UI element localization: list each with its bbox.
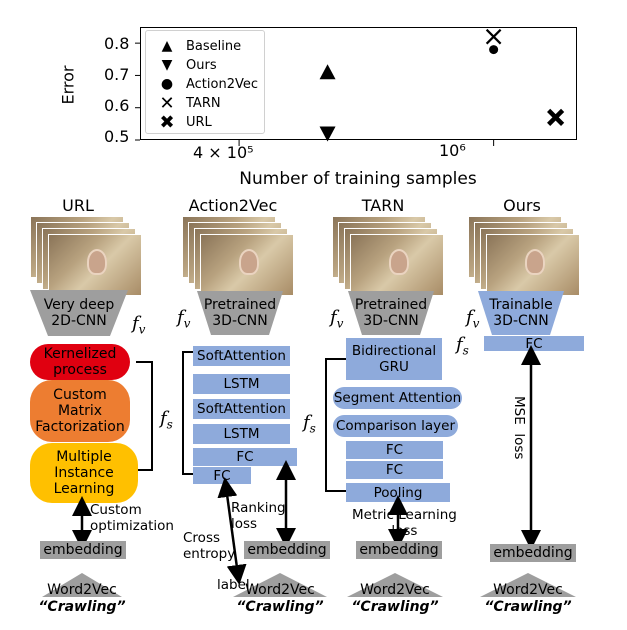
column-title-ours: Ours	[503, 196, 541, 215]
y-tick-label: 0.6	[104, 96, 130, 115]
fs-label-url: fs	[160, 408, 173, 432]
word2vec-triangle-ours	[480, 573, 576, 597]
example-word-url: “Crawling”	[38, 599, 126, 615]
block-pooling: Pooling	[346, 483, 450, 502]
word2vec-triangle-url	[42, 573, 122, 597]
column-title-action2vec: Action2Vec	[188, 196, 278, 215]
x-tick-label: 4 × 10⁵	[193, 143, 254, 162]
block-lstm-1: LSTM	[193, 374, 290, 394]
embedding-action2vec: embedding	[244, 541, 330, 559]
word2vec-label-ours: Word2Vec	[493, 582, 563, 598]
legend-entry-action2vec: ● Action2Vec	[156, 75, 258, 93]
arrow-cross-entropy	[217, 477, 247, 585]
block-softattention-1: SoftAttention	[193, 346, 290, 366]
example-word-ours: “Crawling”	[484, 599, 572, 615]
embedding-tarn: embedding	[356, 541, 442, 559]
point-baseline	[319, 64, 336, 80]
example-word-action2vec: “Crawling”	[236, 599, 324, 615]
triangle-down-icon: ▼	[161, 57, 173, 73]
legend-entry-tarn: ✕ TARN	[156, 92, 221, 114]
x-axis-label: Number of training samples	[239, 169, 477, 189]
fv-label-action2vec: fv	[177, 307, 191, 331]
point-url	[547, 108, 565, 126]
block-multiple-instance-learning: Multiple Instance Learning	[30, 443, 138, 503]
fv-label-tarn: fv	[330, 307, 344, 331]
encoder-ours: Trainable 3D-CNN	[478, 291, 564, 335]
legend-entry-baseline: ▲ Baseline	[156, 37, 242, 55]
legend: ▲ Baseline ▼ Ours ● Action2Vec ✕ TARN ✖ …	[145, 30, 265, 134]
point-action2vec	[489, 45, 499, 55]
bracket-fs-tarn	[325, 358, 346, 492]
block-comparison-layer: Comparison layer	[333, 415, 458, 437]
encoder-label: Trainable 3D-CNN	[489, 296, 553, 329]
block-lstm-2: LSTM	[193, 424, 290, 444]
encoder-url: Very deep 2D-CNN	[30, 290, 128, 336]
block-fc-2: FC	[346, 461, 443, 479]
word2vec-label-action2vec: Word2Vec	[245, 582, 315, 598]
block-softattention-2: SoftAttention	[193, 399, 290, 419]
column-title-tarn: TARN	[361, 196, 405, 215]
fs-label-tarn: fs	[303, 412, 316, 436]
column-title-url: URL	[62, 196, 94, 215]
y-tick-label: 0.7	[104, 65, 130, 84]
embedding-ours: embedding	[490, 544, 576, 562]
block-fc-1: FC	[346, 441, 443, 459]
legend-label: Ours	[186, 57, 217, 73]
bracket-fs-action2vec	[182, 351, 193, 475]
legend-label: Baseline	[186, 38, 242, 54]
triangle-up-icon: ▲	[161, 38, 173, 54]
legend-entry-ours: ▼ Ours	[156, 56, 217, 74]
note-mse-loss: MSE loss	[511, 396, 527, 460]
block-matrix-factorization: Custom Matrix Factorization	[30, 380, 130, 442]
plot-area	[140, 27, 577, 140]
note-label: label	[217, 577, 250, 593]
example-word-tarn: “Crawling”	[351, 599, 439, 615]
note-metric-learning-loss: Metric Learning loss	[352, 507, 457, 540]
legend-label: TARN	[186, 95, 221, 111]
fv-label-ours: fv	[466, 307, 480, 331]
fs-label-ours: fs	[456, 334, 469, 358]
encoder-label: Pretrained 3D-CNN	[354, 296, 428, 329]
x-mark-icon: ✕	[159, 92, 175, 114]
point-ours	[319, 126, 336, 142]
note-custom-optimization: Custom optimization	[90, 502, 174, 535]
legend-label: URL	[186, 114, 212, 130]
legend-label: Action2Vec	[186, 76, 259, 92]
legend-entry-url: ✖ URL	[156, 111, 212, 133]
word2vec-triangle-tarn	[347, 573, 443, 597]
point-tarn	[485, 28, 502, 45]
plot-marks	[135, 28, 565, 146]
bold-x-icon: ✖	[159, 111, 175, 133]
block-bidirectional-gru: Bidirectional GRU	[346, 338, 442, 380]
fv-label-url: fv	[132, 313, 146, 337]
x-tick-label: 10⁶	[439, 141, 466, 160]
dot-icon: ●	[160, 76, 174, 92]
block-kernelized-process: Kernelized process	[30, 344, 130, 380]
block-segment-attention: Segment Attention	[333, 387, 462, 409]
encoder-label: Pretrained 3D-CNN	[203, 296, 277, 329]
encoder-label: Very deep 2D-CNN	[43, 296, 115, 329]
y-tick-label: 0.5	[104, 127, 130, 146]
embedding-url: embedding	[40, 541, 126, 559]
y-tick-label: 0.8	[104, 34, 130, 53]
bracket-fs-url	[136, 361, 153, 471]
encoder-tarn: Pretrained 3D-CNN	[348, 291, 434, 335]
word2vec-label-tarn: Word2Vec	[360, 582, 430, 598]
note-ranking-loss: Ranking loss	[231, 500, 286, 533]
encoder-action2vec: Pretrained 3D-CNN	[197, 291, 283, 335]
word2vec-triangle-action2vec	[233, 573, 327, 597]
block-fc-1: FC	[193, 448, 297, 466]
note-cross-entropy: Cross entropy	[183, 530, 236, 563]
word2vec-label-url: Word2Vec	[47, 582, 117, 598]
